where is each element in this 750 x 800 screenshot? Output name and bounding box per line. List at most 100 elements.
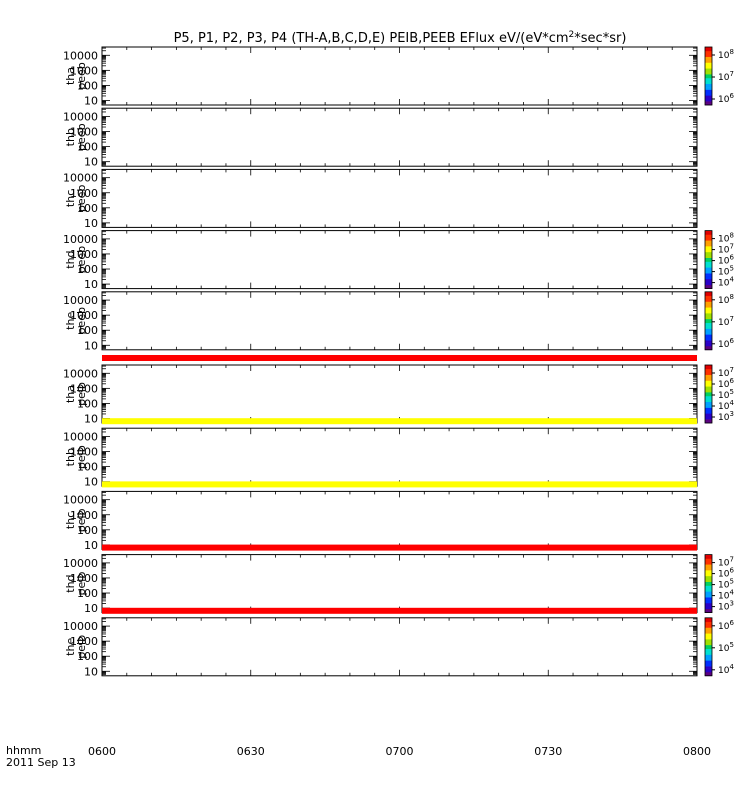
colorbar-label-exp: 4	[729, 663, 734, 671]
x-tick-label: 0730	[534, 745, 562, 758]
y-tick-label: 1000	[70, 309, 98, 322]
colorbar-cell	[705, 409, 712, 412]
colorbar-cell	[705, 564, 712, 567]
panel-frame	[101, 230, 698, 290]
colorbar-cell	[705, 76, 712, 79]
colorbar-label-base: 10	[718, 603, 730, 613]
colorbar-cell	[705, 662, 712, 665]
colorbar-label: 103	[718, 410, 734, 423]
colorbar-label-base: 10	[718, 235, 730, 245]
colorbar-cell	[705, 637, 712, 640]
colorbar-cell	[705, 315, 712, 318]
colorbar-cell	[705, 278, 712, 282]
colorbar-label: 105	[718, 641, 734, 654]
colorbar-frame	[704, 230, 713, 290]
colorbar-cell	[705, 625, 712, 628]
colorbar-cell	[705, 79, 712, 83]
figure-title: P5, P1, P2, P3, P4 (TH-A,B,C,D,E) PEIB,P…	[174, 30, 627, 46]
colorbar-cell	[705, 318, 712, 322]
colorbar-cell	[705, 401, 712, 404]
panel-frame	[101, 554, 698, 614]
y-tick-label: 100	[77, 461, 98, 474]
colorbar-cell	[705, 244, 712, 247]
colorbar-cell	[705, 255, 712, 258]
panel-frame	[101, 427, 698, 487]
y-tick-label: 1000	[70, 572, 98, 585]
colorbar-label-exp: 8	[729, 293, 733, 301]
colorbar-frame	[704, 554, 713, 613]
y-tick-label: 1000	[70, 446, 98, 459]
colorbar-cell	[705, 562, 712, 565]
panel-label-probe: the	[64, 638, 77, 656]
colorbar-cell	[705, 99, 712, 102]
colorbar-cell	[705, 671, 712, 675]
colorbar-cell	[705, 54, 712, 57]
y-tick-label: 10	[84, 602, 98, 615]
colorbar-label: 106	[718, 619, 734, 632]
x-ticks	[101, 365, 698, 423]
colorbar-cell	[705, 93, 712, 96]
colorbar-cell	[705, 566, 712, 569]
colorbar-cell	[705, 390, 712, 393]
colorbar-label-base: 10	[718, 402, 730, 412]
colorbar-cell	[705, 633, 712, 636]
colorbar-label-exp: 6	[729, 337, 734, 345]
y-tick-label: 1000	[70, 248, 98, 261]
panel-label: thepeib	[64, 635, 88, 659]
colorbar-frame	[704, 617, 713, 677]
colorbar-cell	[705, 560, 712, 563]
colorbar-cell	[705, 263, 712, 266]
panel-label: thdpeeb	[64, 246, 88, 274]
panel-thb-peib: 10 100 1000 10000 thbpeib	[63, 418, 698, 489]
colorbar-label-exp: 7	[729, 366, 733, 374]
y-tick-label: 1000	[70, 64, 98, 77]
colorbar-cell	[705, 332, 712, 335]
panel-label-product: peeb	[75, 246, 88, 274]
colorbar-label-base: 10	[718, 391, 730, 401]
colorbar-cell	[705, 50, 712, 54]
colorbar-cell	[705, 392, 712, 395]
quality-band	[102, 355, 697, 361]
panel-label: thcpeib	[64, 508, 88, 532]
colorbar-label-exp: 7	[729, 315, 733, 323]
colorbar-cell	[705, 587, 712, 590]
panel-frame	[101, 46, 698, 106]
colorbar-label: 106	[718, 567, 734, 580]
colorbar-label-exp: 6	[729, 619, 734, 627]
colorbar-label-base: 10	[718, 644, 730, 654]
colorbar-cell	[705, 372, 712, 375]
x-tick-label: 0800	[683, 745, 711, 758]
colorbar-cell	[705, 95, 712, 98]
y-tick-label: 10	[84, 476, 98, 489]
colorbar-cell	[705, 83, 712, 86]
time-axis: 0600 0630 0700 0730 0800	[88, 745, 711, 758]
colorbar-label-base: 10	[718, 279, 730, 289]
colorbar-cell	[705, 77, 712, 81]
x-ticks	[101, 47, 698, 105]
colorbar-cell	[705, 74, 712, 77]
colorbar-frame	[704, 364, 713, 424]
y-ticks	[102, 428, 697, 486]
colorbar-cell	[705, 599, 712, 602]
colorbar-label-exp: 8	[729, 48, 733, 56]
y-ticks	[102, 231, 697, 288]
colorbar-cell	[705, 619, 712, 622]
colorbar-cell	[705, 303, 712, 306]
colorbar-cell	[705, 313, 712, 316]
colorbar-cell	[705, 89, 712, 92]
colorbar-label: 106	[718, 377, 734, 390]
colorbar-label-base: 10	[718, 413, 730, 423]
y-tick-label: 10	[84, 665, 98, 678]
panel-label-probe: thb	[64, 128, 77, 146]
colorbar-cell	[705, 328, 712, 331]
colorbar-cell	[705, 253, 712, 257]
colorbar-label-base: 10	[718, 666, 730, 676]
colorbar-cell	[705, 386, 712, 389]
colorbar-label-exp: 4	[729, 589, 734, 597]
colorbar-cell	[705, 670, 712, 673]
colorbar-cell	[705, 246, 712, 249]
colorbar-label-exp: 4	[729, 276, 734, 284]
